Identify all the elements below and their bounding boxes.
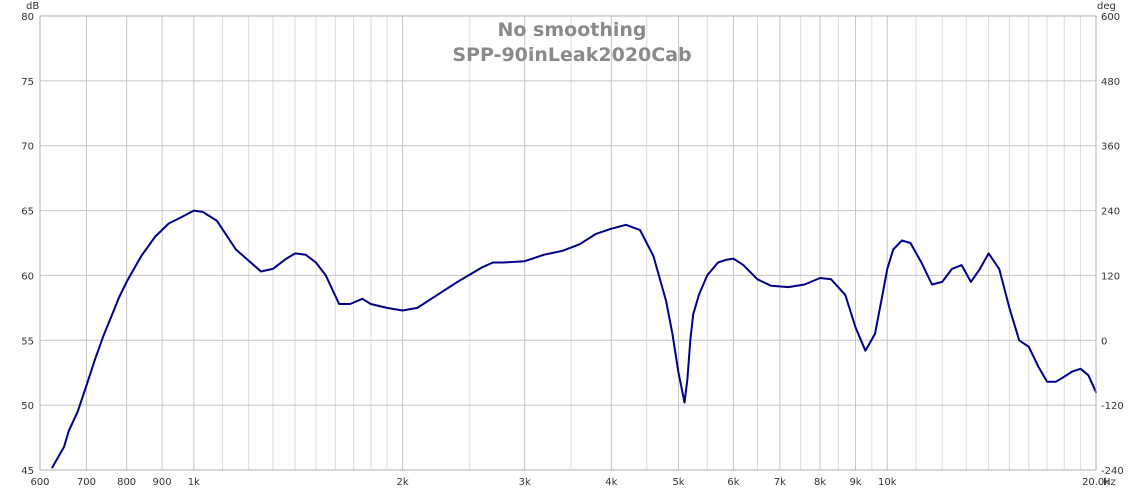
y2-tick-label: 120 — [1101, 271, 1120, 282]
y2-tick-label: 0 — [1101, 336, 1107, 347]
x-tick-label: 4k — [605, 477, 617, 488]
series-layer — [51, 209, 1097, 469]
y-tick-label: 80 — [21, 12, 34, 23]
y2-tick-label: 600 — [1101, 12, 1120, 23]
y-tick-label: 50 — [21, 401, 34, 412]
x-tick-label: 10k — [878, 477, 897, 488]
y2-tick-label: -120 — [1101, 401, 1124, 412]
x-tick-label: 900 — [153, 477, 172, 488]
plot-frame — [39, 15, 1097, 471]
x-axis-unit: Hz — [1103, 477, 1116, 488]
y-tick-label: 45 — [21, 466, 34, 477]
y-tick-label: 75 — [21, 77, 34, 88]
y2-tick-label: 360 — [1101, 142, 1120, 153]
frequency-response-line — [51, 209, 1097, 469]
x-tick-label: 9k — [849, 477, 861, 488]
y-tick-label: 70 — [21, 142, 34, 153]
y-tick-label: 60 — [21, 271, 34, 282]
x-tick-label: 5k — [672, 477, 684, 488]
grid-lines — [39, 15, 1097, 471]
x-tick-label: 7k — [774, 477, 786, 488]
x-tick-label: 800 — [117, 477, 136, 488]
x-tick-label: 1k — [188, 477, 200, 488]
y-tick-label: 55 — [21, 336, 34, 347]
axis-tick-labels: 600 700 800 900 1k 2k 3k 4k 5k 6k 7k 8k 9k 10k 20.0k45… — [21, 12, 1123, 488]
chart-subtitle: SPP-90inLeak2020Cab — [452, 44, 691, 66]
x-tick-label: 600 — [30, 477, 49, 488]
x-tick-label: 8k — [814, 477, 826, 488]
x-tick-label: 2k — [396, 477, 408, 488]
chart-title: No smoothing — [497, 19, 646, 41]
y2-tick-label: 240 — [1101, 207, 1120, 218]
x-tick-label: 700 — [77, 477, 96, 488]
y2-tick-label: -240 — [1101, 466, 1124, 477]
left-axis-unit: dB — [26, 1, 39, 12]
y-tick-label: 65 — [21, 207, 34, 218]
x-tick-label: 20.0k — [1082, 477, 1110, 488]
y2-tick-label: 480 — [1101, 77, 1120, 88]
right-axis-unit: deg — [1097, 1, 1116, 12]
x-tick-label: 6k — [727, 477, 739, 488]
x-tick-label: 3k — [519, 477, 531, 488]
